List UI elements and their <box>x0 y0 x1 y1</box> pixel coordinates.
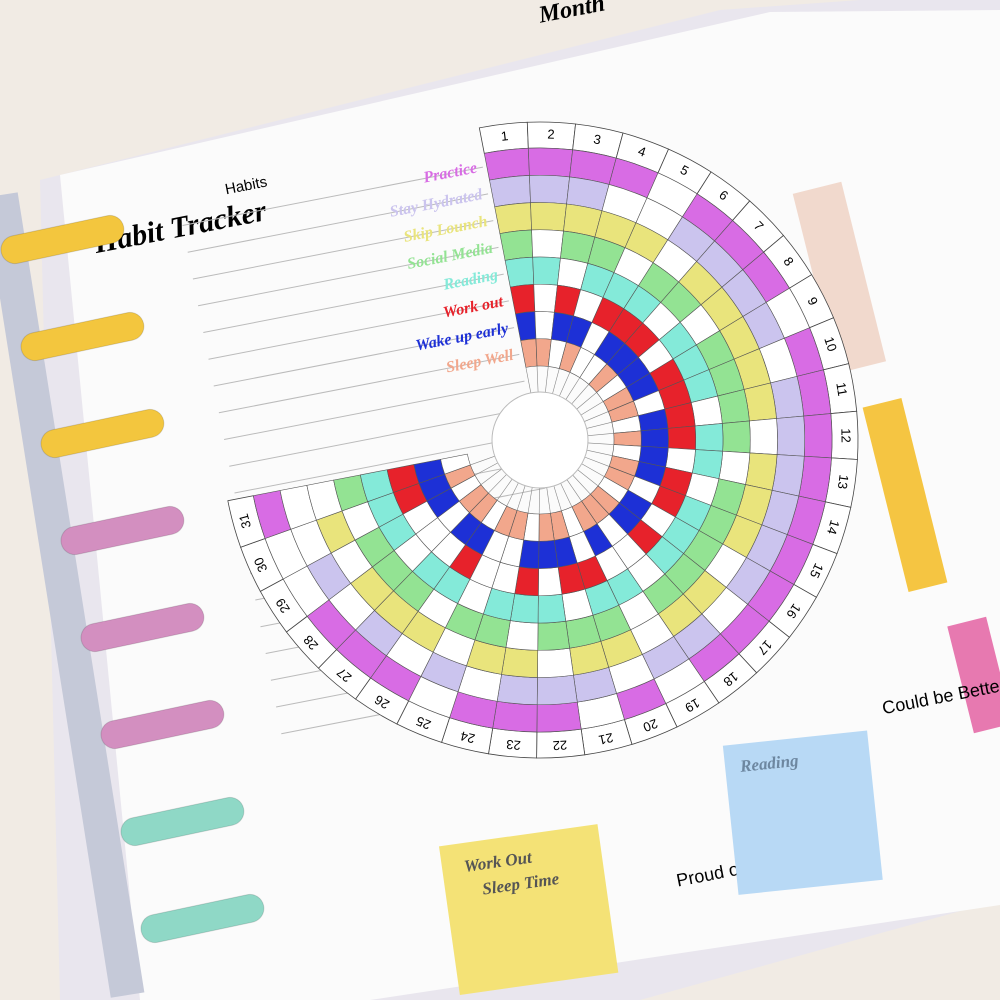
list-line <box>234 434 535 494</box>
ring <box>120 796 245 847</box>
spoke <box>587 442 614 445</box>
spine <box>0 192 145 998</box>
sticky-note <box>722 730 883 895</box>
tab <box>947 616 1000 734</box>
day-number: 15 <box>807 561 827 580</box>
spoke <box>516 485 526 511</box>
day-number: 29 <box>272 596 292 616</box>
spoke <box>580 401 604 416</box>
day-number: 11 <box>833 381 850 397</box>
spoke <box>488 474 507 494</box>
day-number: 13 <box>835 474 852 490</box>
spoke <box>552 368 560 394</box>
spoke <box>586 449 613 456</box>
spoke <box>576 392 597 410</box>
spoke <box>545 366 549 393</box>
spoke <box>553 485 562 511</box>
day-number: 12 <box>838 428 853 443</box>
spoke <box>527 487 533 514</box>
ring <box>80 602 205 653</box>
day-number: 25 <box>414 713 433 732</box>
day-number: 31 <box>236 512 254 530</box>
tab <box>862 397 948 593</box>
day-number: 24 <box>459 728 477 746</box>
day-number: 4 <box>636 143 648 160</box>
list-line <box>198 246 499 307</box>
spoke <box>480 468 502 485</box>
list-line <box>224 380 525 441</box>
sticky-yellow: Work Out Sleep Time <box>439 824 619 995</box>
list-line <box>229 407 530 467</box>
ring <box>40 408 165 459</box>
spoke <box>571 384 590 405</box>
day-number: 3 <box>592 131 602 147</box>
ring <box>100 699 225 750</box>
list-line <box>187 193 489 253</box>
ring <box>0 214 125 265</box>
day-number: 10 <box>821 335 840 353</box>
day-number: 30 <box>251 555 271 574</box>
spoke <box>470 455 495 466</box>
ring <box>60 505 185 556</box>
spoke <box>536 366 539 393</box>
sticky-note <box>439 824 619 995</box>
day-number: 19 <box>682 695 702 715</box>
month-label: Month <box>536 0 607 29</box>
spoke <box>584 456 610 467</box>
spoke <box>560 483 573 507</box>
habit-cell <box>440 453 471 475</box>
spoke <box>559 372 571 397</box>
day-number: 21 <box>597 730 614 748</box>
list-line <box>208 300 509 360</box>
spoke <box>586 421 612 429</box>
spoke <box>577 469 599 487</box>
day-number: 1 <box>500 128 509 144</box>
spoke <box>506 482 519 507</box>
day-number: 2 <box>547 127 555 142</box>
spoke <box>565 377 581 400</box>
spoke <box>584 411 609 422</box>
day-number: 16 <box>783 601 804 621</box>
ring <box>140 893 265 944</box>
spoke <box>587 433 614 436</box>
day-number: 14 <box>824 518 843 536</box>
spoke <box>572 474 591 495</box>
spoke <box>546 487 551 514</box>
ring <box>20 311 145 362</box>
spoke <box>581 463 605 477</box>
spoke <box>474 462 498 476</box>
list-line <box>213 327 515 387</box>
spoke <box>566 479 582 502</box>
sticky-blue: Reading <box>722 730 883 895</box>
list-line <box>182 166 483 227</box>
spoke <box>538 487 540 514</box>
list-line <box>203 273 504 334</box>
center <box>491 391 589 489</box>
day-number: 20 <box>641 716 660 735</box>
list-line <box>192 220 494 280</box>
day-number: 22 <box>552 737 567 753</box>
spoke <box>496 478 513 501</box>
tab <box>792 181 887 374</box>
day-number: 26 <box>372 692 392 712</box>
list-line <box>218 353 520 414</box>
day-number: 23 <box>506 737 522 753</box>
spoke <box>525 367 532 393</box>
binder-rings <box>0 192 265 998</box>
